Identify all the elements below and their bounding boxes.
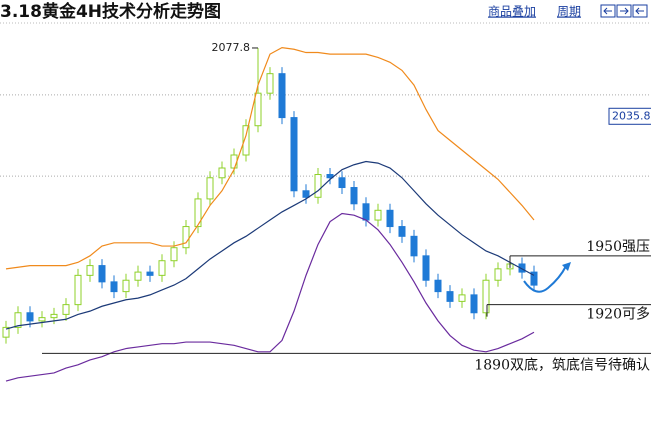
high-label: 2077.8 — [212, 41, 251, 54]
forecast-arrow-head — [562, 262, 571, 271]
candle-body — [86, 265, 94, 276]
candle-body — [350, 187, 358, 205]
forecast-arrow — [523, 265, 567, 293]
candle-body — [374, 209, 382, 221]
candle-body — [206, 177, 214, 200]
candle-body — [38, 317, 46, 322]
menu-period[interactable]: 周期 — [557, 5, 581, 19]
band-line — [5, 160, 535, 330]
candle-body — [302, 190, 310, 198]
level-label: 1920可多 — [586, 306, 650, 323]
candle-body — [422, 255, 430, 281]
candle-body — [494, 268, 502, 281]
candle-body — [386, 209, 394, 228]
candle-body — [242, 125, 250, 156]
candle-body — [122, 279, 130, 293]
candle-body — [194, 198, 202, 228]
band-line — [5, 212, 535, 382]
menu-overlay[interactable]: 商品叠加 — [488, 4, 536, 19]
candle-body — [338, 177, 346, 189]
candle-body — [434, 279, 442, 293]
candle-body — [230, 154, 238, 169]
candle-body — [254, 92, 262, 127]
candle-body — [182, 226, 190, 249]
candle-body — [50, 313, 58, 319]
candle-body — [446, 291, 454, 302]
candle-body — [398, 226, 406, 237]
candle-body — [290, 117, 298, 192]
level-label: 1890双底，筑底信号待确认 — [474, 357, 650, 373]
candle-body — [158, 260, 166, 276]
chart-title: 3.18黄金4H技术分析走势图 — [0, 1, 221, 22]
price-tag: 2035.8 — [612, 109, 651, 122]
candle-body — [146, 271, 154, 276]
candle-body — [170, 247, 178, 262]
candle-body — [98, 265, 106, 283]
candle-body — [266, 73, 274, 94]
candle-body — [410, 235, 418, 257]
candle-body — [14, 312, 22, 328]
candle-body — [218, 167, 226, 179]
candle-body — [110, 281, 118, 293]
candle-body — [482, 279, 490, 314]
price-tag-box — [608, 107, 651, 125]
candle-body — [530, 271, 538, 286]
band-line — [5, 47, 535, 270]
candle-body — [314, 174, 322, 198]
candle-body — [26, 312, 34, 322]
candle-body — [2, 326, 10, 338]
candle-body — [458, 294, 466, 302]
nav-icons[interactable] — [600, 4, 648, 18]
candle-body — [326, 174, 334, 179]
candle-body — [362, 203, 370, 221]
candle-body — [518, 263, 526, 273]
candle-body — [470, 294, 478, 314]
candle-body — [62, 304, 70, 315]
candle-body — [278, 73, 286, 119]
candle-body — [74, 274, 82, 306]
candle-body — [134, 271, 142, 281]
level-label: 1950强压 — [586, 239, 650, 255]
